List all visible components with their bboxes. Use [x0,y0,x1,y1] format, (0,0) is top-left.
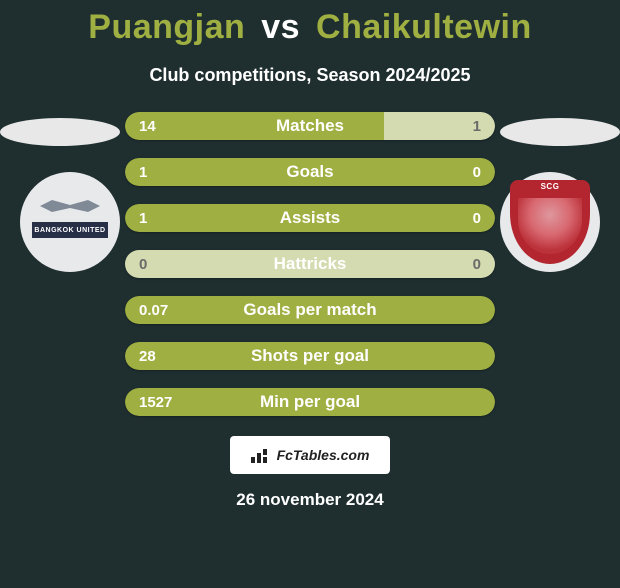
club-right-badge-text: SCG [510,182,590,191]
stat-left-value: 1527 [125,388,495,416]
stat-row: 00Hattricks [125,250,495,278]
stat-row: 10Assists [125,204,495,232]
club-logo-left-inner: BANGKOK UNITED [32,198,108,246]
stat-right-value: 1 [384,112,495,140]
subtitle: Club competitions, Season 2024/2025 [0,65,620,86]
stat-left-value: 1 [125,204,495,232]
vs-text: vs [261,8,300,46]
club-right-shield-icon: SCG [510,180,590,264]
player1-name: Puangjan [88,8,245,46]
content-area: BANGKOK UNITED SCG 141Matches 10Goals 10As… [0,112,620,416]
stat-row: 10Goals [125,158,495,186]
stat-left-value: 28 [125,342,495,370]
club-logo-left: BANGKOK UNITED [20,172,120,272]
watermark: FcTables.com [230,436,390,474]
shadow-ellipse-left [0,118,120,146]
club-left-badge-text: BANGKOK UNITED [32,222,108,238]
stat-left-value: 0.07 [125,296,495,324]
club-logo-right-inner: SCG [510,180,590,264]
stat-right-value: 0 [459,204,495,232]
stat-right-value: 0 [310,250,495,278]
shadow-ellipse-right [500,118,620,146]
stat-row: 0.07Goals per match [125,296,495,324]
player2-name: Chaikultewin [316,8,532,46]
stat-row: 141Matches [125,112,495,140]
stat-left-value: 0 [125,250,310,278]
page-title: Puangjan vs Chaikultewin [0,8,620,47]
stat-left-value: 14 [125,112,384,140]
stat-left-value: 1 [125,158,495,186]
watermark-text: FcTables.com [277,447,370,463]
date-footer: 26 november 2024 [0,490,620,510]
club-left-wings-icon [40,198,100,218]
club-logo-right: SCG [500,172,600,272]
stat-right-value: 0 [459,158,495,186]
stat-row: 1527Min per goal [125,388,495,416]
stat-row: 28Shots per goal [125,342,495,370]
watermark-chart-icon [251,447,271,463]
stat-bars: 141Matches 10Goals 10Assists 00Hattricks 0.0… [125,112,495,416]
